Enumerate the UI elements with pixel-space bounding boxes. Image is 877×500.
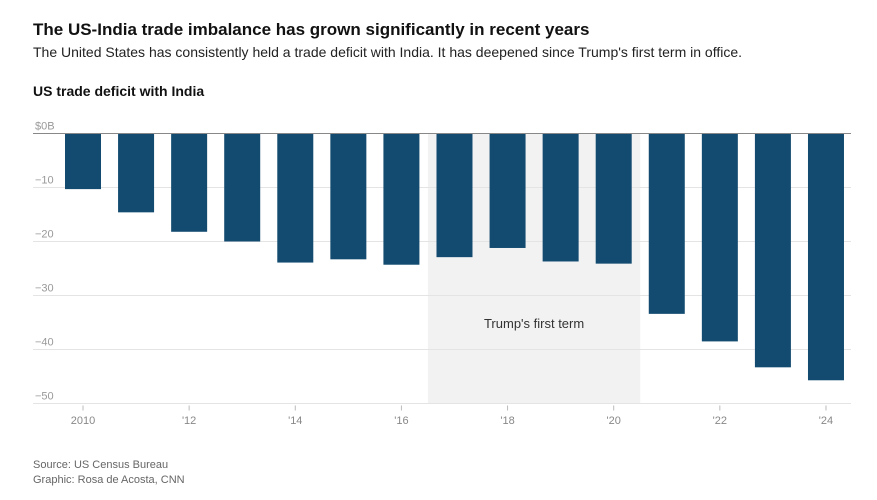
bar-2012 xyxy=(171,133,208,232)
bar-2013 xyxy=(224,133,261,242)
y-tick-label: −20 xyxy=(35,229,54,241)
annotation-label: Trump's first term xyxy=(484,316,584,331)
x-tick-label: '24 xyxy=(819,415,833,427)
y-tick-label: −50 xyxy=(35,391,54,403)
y-tick-label: −30 xyxy=(35,283,54,295)
bar-2014 xyxy=(277,133,314,263)
chart-subtitle: The United States has consistently held … xyxy=(33,44,743,60)
chart-title: The US-India trade imbalance has grown s… xyxy=(33,20,590,39)
source-note: Source: US Census Bureau xyxy=(33,459,169,471)
y-tick-label: $0B xyxy=(35,121,55,133)
bar-2022 xyxy=(701,133,738,342)
y-tick-label: −40 xyxy=(35,337,54,349)
bar-2011 xyxy=(118,133,155,213)
bar-2024 xyxy=(807,133,844,381)
x-tick-label: '16 xyxy=(394,415,408,427)
bar-2020 xyxy=(595,133,632,264)
bar-2016 xyxy=(383,133,420,265)
x-tick-label: 2010 xyxy=(71,415,95,427)
x-tick-label: '18 xyxy=(500,415,514,427)
x-tick-label: '12 xyxy=(182,415,196,427)
bar-2017 xyxy=(436,133,473,258)
bar-2023 xyxy=(754,133,791,368)
y-tick-label: −10 xyxy=(35,175,54,187)
bar-2019 xyxy=(542,133,579,262)
credit-note: Graphic: Rosa de Acosta, CNN xyxy=(33,474,185,486)
x-tick-label: '22 xyxy=(713,415,727,427)
chart-label: US trade deficit with India xyxy=(33,83,205,99)
x-tick-label: '14 xyxy=(288,415,302,427)
x-tick-label: '20 xyxy=(607,415,621,427)
bar-2021 xyxy=(648,133,685,314)
bar-2010 xyxy=(65,133,101,190)
bar-2015 xyxy=(330,133,367,260)
bar-2018 xyxy=(489,133,526,248)
